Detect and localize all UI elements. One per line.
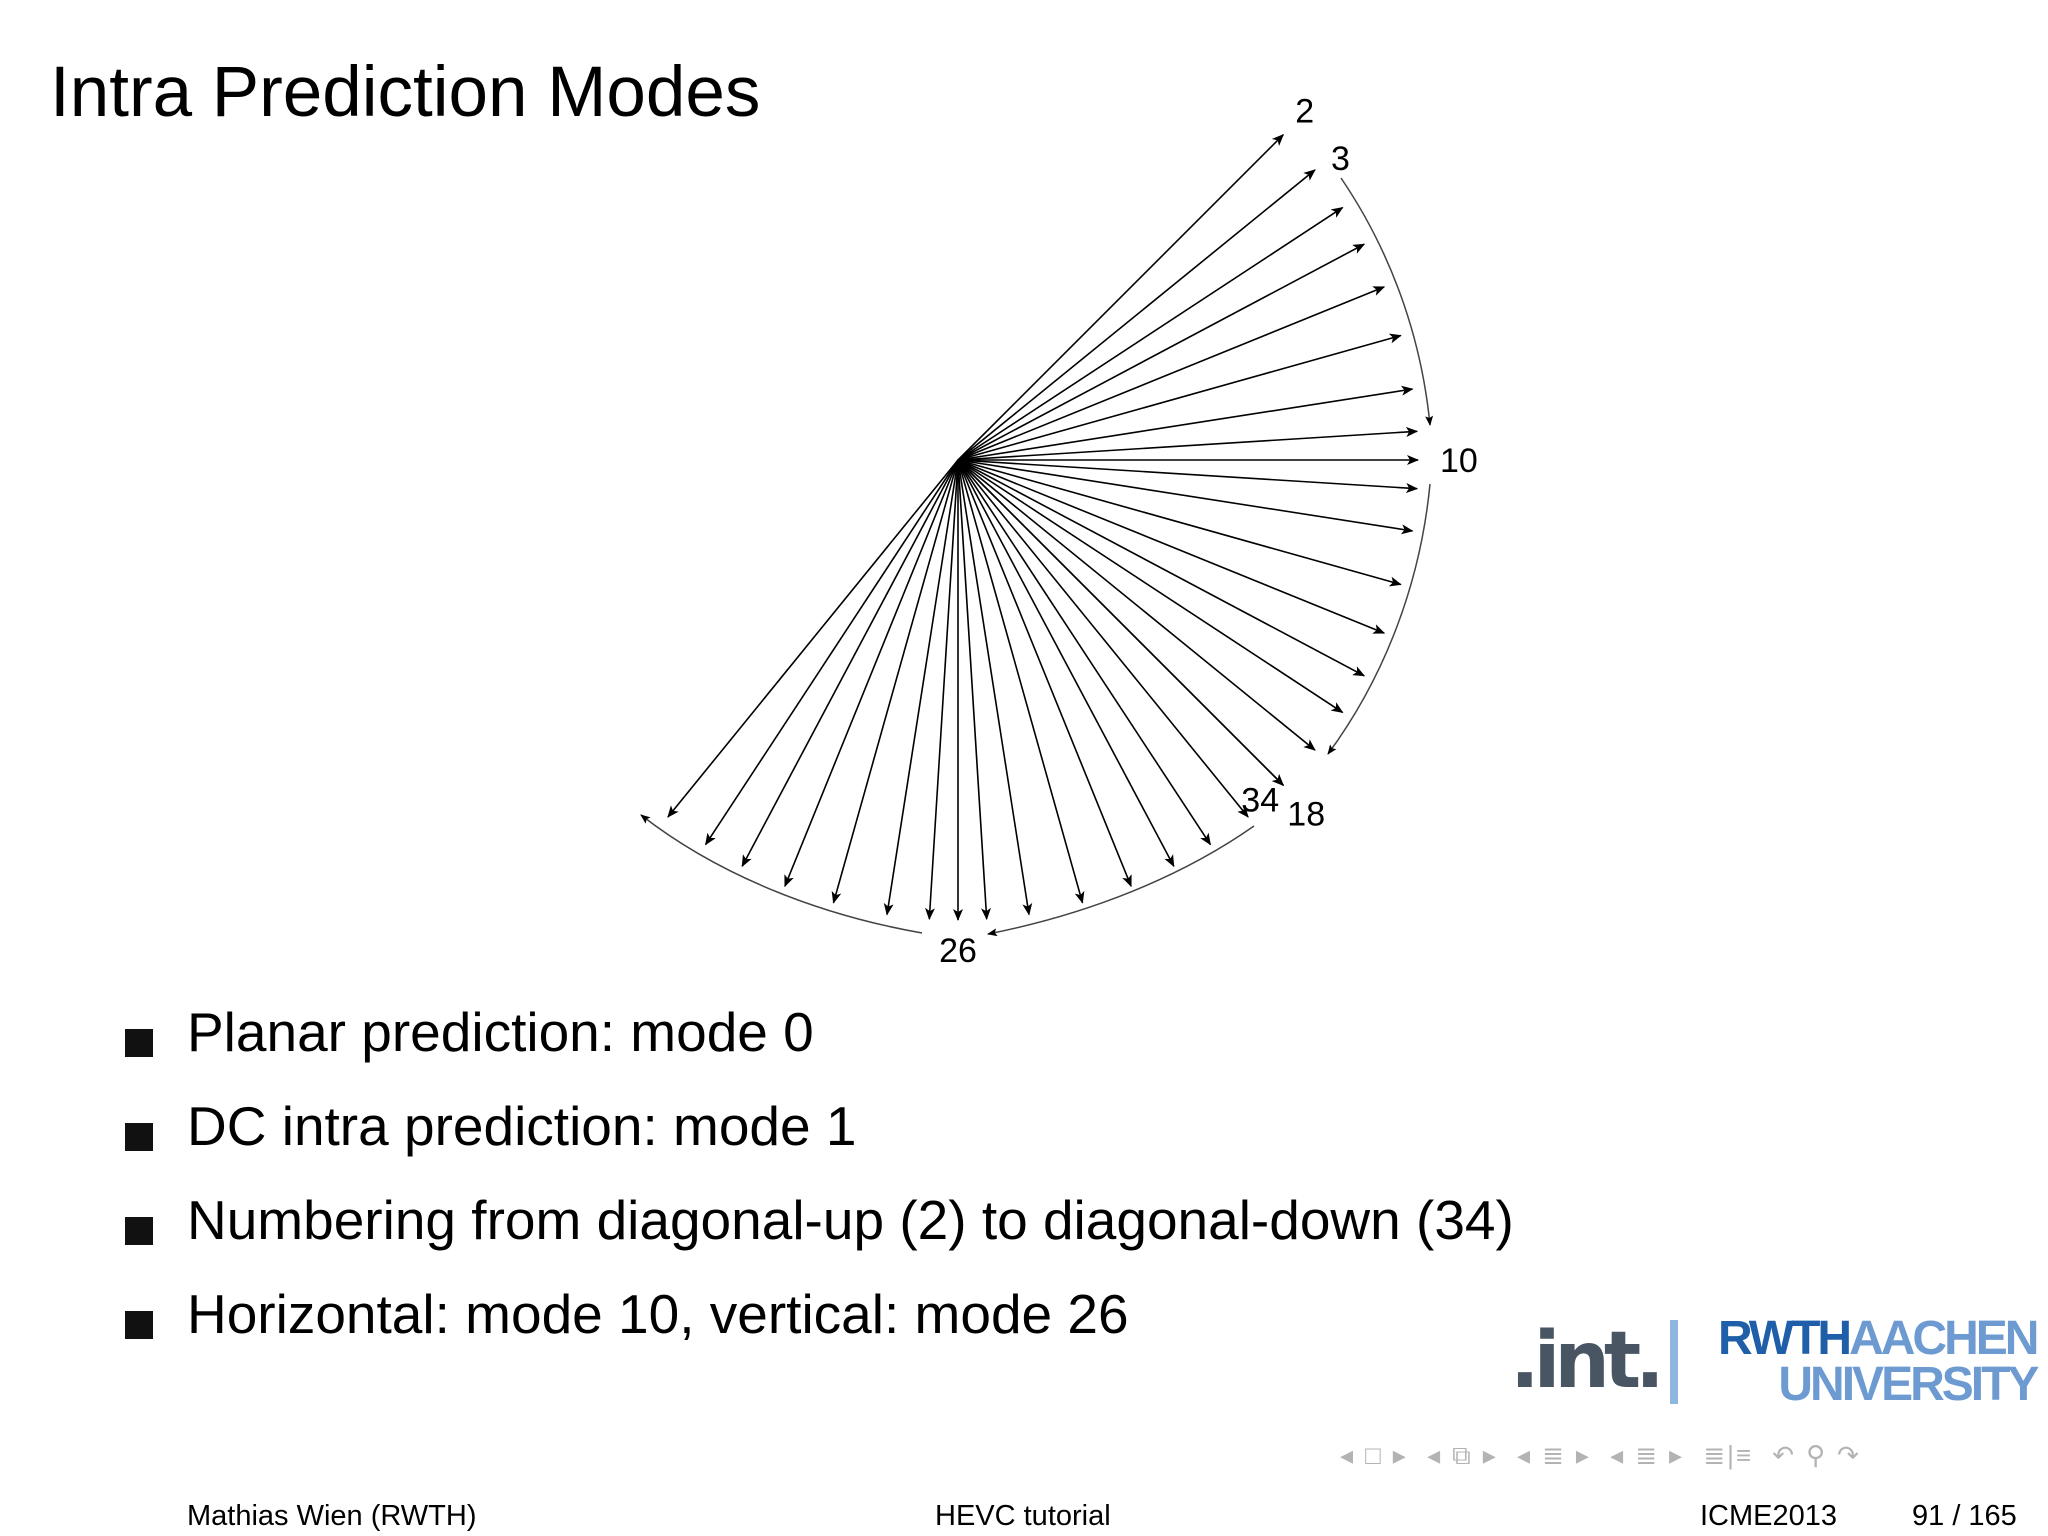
nav-prev-frame-icon[interactable]: ◂ xyxy=(1340,1440,1356,1470)
bullet-square-icon xyxy=(125,1123,153,1151)
bullet-square-icon xyxy=(125,1217,153,1245)
nav-toc-icon[interactable]: ≣ xyxy=(1635,1440,1660,1470)
footer-page-number: 91 / 165 xyxy=(1912,1500,2017,1532)
nav-search-icon[interactable]: ⚲ xyxy=(1806,1440,1828,1470)
logos: .int. RWTHAACHEN UNIVERSITY xyxy=(1500,1312,2039,1412)
beamer-navigation: ◂ □ ▸ ◂ ⧉ ▸ ◂ ≣ ▸ ◂ ≣ ▸ ≣|≡ ↶ ⚲ ↷ xyxy=(1340,1440,2040,1470)
mode-arrow-9 xyxy=(957,426,1419,461)
arc-horizontal-range xyxy=(1340,177,1434,426)
footer-author: Mathias Wien (RWTH) xyxy=(187,1500,477,1532)
bullet-dc: DC intra prediction: mode 1 xyxy=(125,1094,1514,1188)
bullet-planar: Planar prediction: mode 0 xyxy=(125,1000,1514,1094)
rwth-aachen-logo: RWTHAACHEN UNIVERSITY xyxy=(1718,1315,2039,1411)
mode-arrows xyxy=(667,133,1419,921)
bullet-square-icon xyxy=(125,1029,153,1057)
nav-forward-icon[interactable]: ↷ xyxy=(1837,1440,1861,1470)
mode-arrow-19 xyxy=(667,459,959,818)
bullet-horizontal-vertical: Horizontal: mode 10, vertical: mode 26 xyxy=(125,1282,1514,1376)
nav-frame-icon[interactable]: □ xyxy=(1365,1440,1383,1470)
footer-talk-title: HEVC tutorial xyxy=(935,1500,1111,1532)
bullet-list: Planar prediction: mode 0 DC intra predi… xyxy=(125,1000,1514,1376)
int-logo: .int. xyxy=(1510,1316,1665,1406)
mode-arrow-29 xyxy=(957,459,1085,904)
mode-arrow-12 xyxy=(957,459,1414,535)
nav-prev-subsection-icon[interactable]: ◂ xyxy=(1427,1440,1443,1470)
aachen-word: AACHEN xyxy=(1849,1312,2039,1365)
mode-arrow-4 xyxy=(957,206,1344,461)
mode-arrow-30 xyxy=(957,459,1132,888)
mode-arrow-31 xyxy=(957,459,1175,868)
mode-arrow-20 xyxy=(704,459,959,846)
arc-left-range xyxy=(640,814,923,934)
mode-arrow-33 xyxy=(957,459,1249,818)
mode-label-26: 26 xyxy=(939,932,977,970)
mode-arrow-27 xyxy=(957,459,992,921)
mode-arrow-15 xyxy=(957,459,1366,677)
mode-arrow-23 xyxy=(831,459,959,904)
nav-back-icon[interactable]: ↶ xyxy=(1772,1440,1797,1470)
mode-arrow-14 xyxy=(957,459,1386,634)
mode-arrow-16 xyxy=(957,459,1344,714)
mode-arrow-8 xyxy=(957,385,1414,461)
mode-label-2: 2 xyxy=(1295,93,1314,131)
arc-lower-range xyxy=(1327,483,1431,755)
nav-prev-toc-icon[interactable]: ◂ xyxy=(1610,1440,1626,1470)
university-word: UNIVERSITY xyxy=(1778,1358,2039,1411)
bullet-text: DC intra prediction: mode 1 xyxy=(187,1095,857,1157)
mode-arrow-2 xyxy=(957,133,1285,461)
mode-arrow-5 xyxy=(957,243,1366,461)
mode-arrow-25 xyxy=(924,459,959,921)
mode-arrow-13 xyxy=(957,459,1402,587)
logo-divider xyxy=(1670,1320,1678,1404)
mode-label-34: 34 xyxy=(1241,781,1279,819)
mode-label-10: 10 xyxy=(1440,442,1478,480)
mode-labels: 23 10 18 26 34 xyxy=(939,93,1478,970)
bullet-text: Horizontal: mode 10, vertical: mode 26 xyxy=(187,1283,1129,1345)
mode-arrow-21 xyxy=(741,459,959,868)
mode-arrow-28 xyxy=(957,459,1033,916)
bullet-numbering: Numbering from diagonal-up (2) to diagon… xyxy=(125,1188,1514,1282)
mode-arrow-7 xyxy=(957,333,1402,461)
nav-next-frame-icon[interactable]: ▸ xyxy=(1392,1440,1408,1470)
nav-next-subsection-icon[interactable]: ▸ xyxy=(1482,1440,1498,1470)
nav-next-section-icon[interactable]: ▸ xyxy=(1575,1440,1591,1470)
rwth-word: RWTH xyxy=(1718,1312,1852,1365)
mode-arrow-34 xyxy=(957,459,1285,787)
nav-appendix-icon[interactable]: ≣|≡ xyxy=(1703,1440,1754,1470)
arc-vertical-range xyxy=(987,825,1255,937)
bullet-text: Planar prediction: mode 0 xyxy=(187,1001,814,1063)
nav-section-icon[interactable]: ≣ xyxy=(1542,1440,1566,1470)
mode-arrow-6 xyxy=(957,286,1386,461)
nav-next-toc-icon[interactable]: ▸ xyxy=(1669,1440,1685,1470)
mode-arrow-17 xyxy=(957,459,1316,751)
mode-arrow-3 xyxy=(957,169,1316,461)
nav-prev-section-icon[interactable]: ◂ xyxy=(1517,1440,1533,1470)
mode-label-3: 3 xyxy=(1331,140,1350,178)
mode-arrow-24 xyxy=(883,459,959,916)
footer-conference: ICME2013 xyxy=(1700,1500,1838,1532)
intra-modes-diagram: 23 10 18 26 34 xyxy=(640,93,1478,970)
mode-label-18: 18 xyxy=(1287,795,1325,833)
bullet-square-icon xyxy=(125,1311,153,1339)
nav-subsection-icon[interactable]: ⧉ xyxy=(1452,1440,1473,1470)
bullet-text: Numbering from diagonal-up (2) to diagon… xyxy=(187,1189,1514,1251)
mode-arrow-32 xyxy=(957,459,1212,846)
slide-title: Intra Prediction Modes xyxy=(50,53,761,132)
mode-arrow-22 xyxy=(784,459,959,888)
mode-arrow-11 xyxy=(957,459,1419,494)
